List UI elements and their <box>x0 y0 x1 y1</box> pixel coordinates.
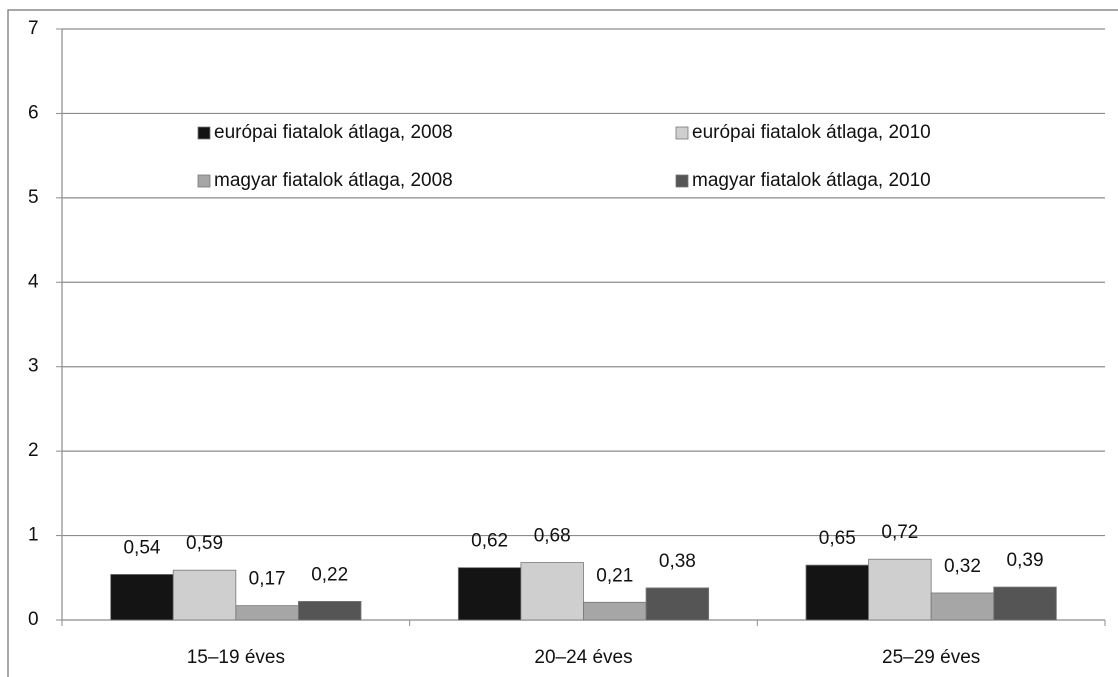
y-tick-label: 1 <box>28 525 39 546</box>
bar <box>805 564 869 621</box>
value-label: 0,68 <box>534 526 571 547</box>
value-label: 0,38 <box>659 551 696 572</box>
y-tick-label: 2 <box>28 440 39 461</box>
legend-label: magyar fiatalok átlaga, 2010 <box>692 170 931 191</box>
y-tick-label: 5 <box>28 187 39 208</box>
bar <box>172 569 237 621</box>
legend-label: európai fiatalok átlaga, 2010 <box>692 122 931 143</box>
bar <box>298 601 362 621</box>
legend-marker <box>197 174 211 188</box>
bar <box>110 574 174 621</box>
legend-marker <box>675 174 689 188</box>
bar <box>993 586 1057 621</box>
bar <box>645 587 710 621</box>
value-label: 0,39 <box>1007 550 1044 571</box>
legend-label: magyar fiatalok átlaga, 2008 <box>214 170 453 191</box>
bar <box>520 562 584 621</box>
legend-label: európai fiatalok átlaga, 2008 <box>214 122 453 143</box>
value-label: 0,54 <box>123 537 160 558</box>
y-tick-label: 7 <box>28 18 39 39</box>
value-label: 0,72 <box>881 522 918 543</box>
y-tick-label: 4 <box>28 271 39 292</box>
x-tick-label: 25–29 éves <box>882 647 980 668</box>
bar <box>583 601 647 621</box>
value-label: 0,65 <box>819 528 856 549</box>
value-label: 0,32 <box>944 556 981 577</box>
chart-frame <box>7 9 1118 677</box>
bar <box>457 567 522 621</box>
value-label: 0,59 <box>186 533 223 554</box>
bar <box>930 592 995 621</box>
legend-marker <box>675 126 689 140</box>
value-label: 0,17 <box>249 569 286 590</box>
bar <box>235 605 299 621</box>
x-tick-label: 15–19 éves <box>187 647 285 668</box>
value-label: 0,22 <box>311 564 348 585</box>
legend-marker <box>197 126 211 140</box>
y-tick-label: 6 <box>28 102 39 123</box>
value-label: 0,21 <box>596 565 633 586</box>
y-tick-label: 0 <box>28 609 39 630</box>
bar <box>868 558 932 621</box>
y-tick-label: 3 <box>28 356 39 377</box>
value-label: 0,62 <box>471 531 508 552</box>
x-tick-label: 20–24 éves <box>534 647 632 668</box>
